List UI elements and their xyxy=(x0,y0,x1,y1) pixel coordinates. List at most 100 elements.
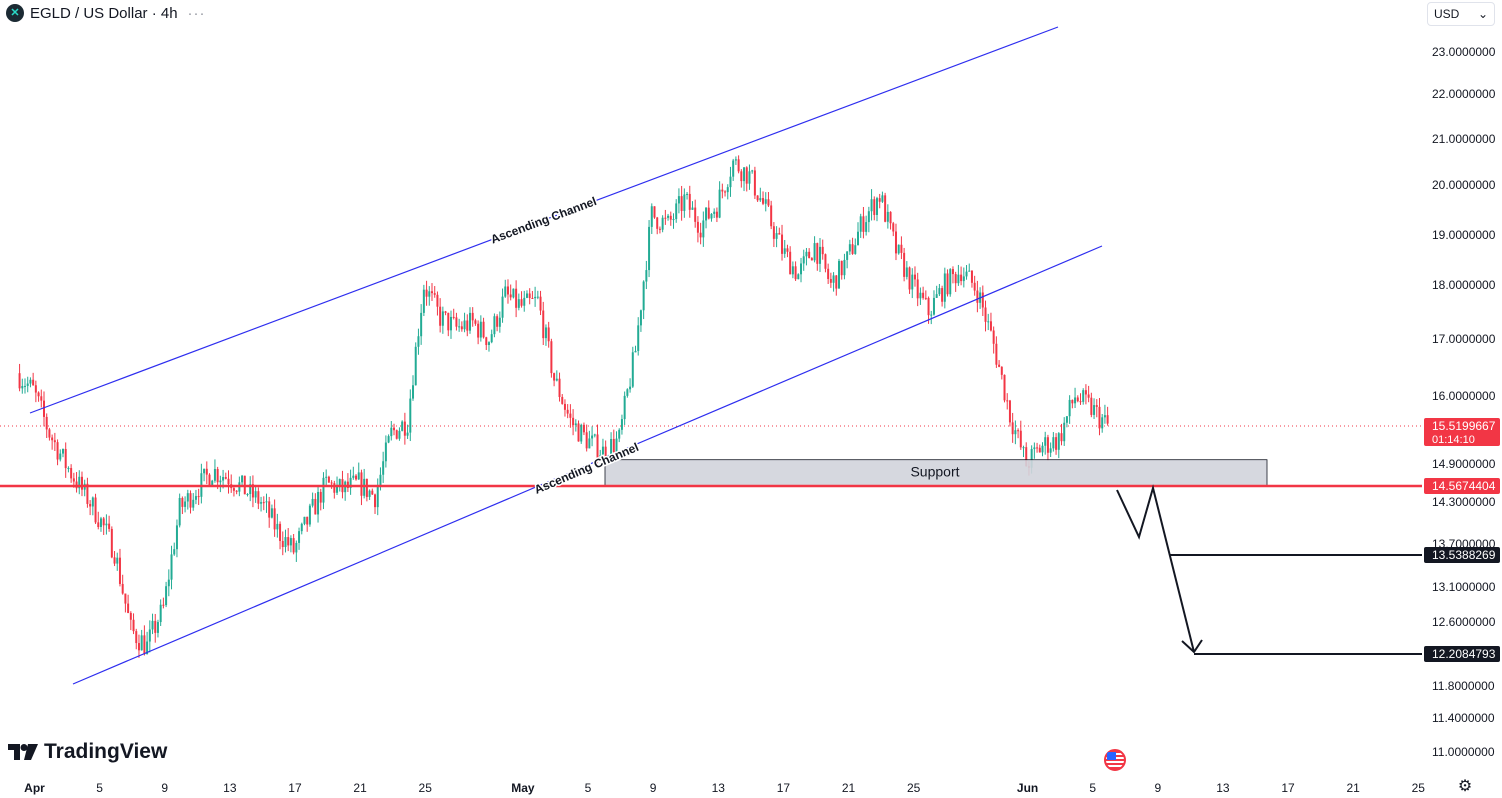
candle-body xyxy=(232,488,235,491)
candle-body xyxy=(615,438,618,453)
candle-body xyxy=(24,385,27,387)
candle-body xyxy=(859,216,862,232)
candle-body xyxy=(417,336,420,347)
candle-body xyxy=(110,528,113,558)
candle-body xyxy=(374,494,377,508)
candle-body xyxy=(412,385,415,399)
price-axis[interactable]: 23.0000000 22.0000000 21.0000000 20.0000000… xyxy=(1424,45,1500,759)
candle-body xyxy=(330,482,333,484)
time-axis[interactable]: Apr 5 9 13 17 21 25 May 5 9 13 17 21 25 Jun 5 9 13 17 21 25 xyxy=(24,781,1425,795)
lower-channel-line[interactable] xyxy=(72,245,1103,685)
candle-body xyxy=(311,498,314,506)
symbol-header[interactable]: ✕ EGLD / US Dollar · 4h ··· xyxy=(6,4,206,22)
candle-body xyxy=(732,160,735,177)
time-tick-label: 5 xyxy=(96,781,103,795)
candle-body xyxy=(365,478,368,497)
gear-icon[interactable]: ⚙ xyxy=(1457,778,1473,795)
candle-body xyxy=(620,419,623,430)
candle-body xyxy=(192,499,195,508)
candle-body xyxy=(262,502,265,504)
candle-body xyxy=(672,219,675,221)
support-price-label: 14.5674404 xyxy=(1432,479,1496,493)
last-price-label-countdown: 01:14:10 xyxy=(1432,434,1475,446)
candle-body xyxy=(900,244,903,253)
candle-body xyxy=(113,557,116,564)
target-1-price-label-bg xyxy=(1424,547,1500,563)
us-flag-icon[interactable] xyxy=(1104,749,1126,771)
candle-body xyxy=(447,312,450,331)
projection-path[interactable] xyxy=(1116,484,1195,653)
candle-body xyxy=(1076,397,1079,402)
candle-body xyxy=(669,215,672,220)
candle-body xyxy=(775,233,778,239)
time-tick-label: 13 xyxy=(223,781,237,795)
candle-body xyxy=(300,523,303,532)
candle-body xyxy=(623,395,626,420)
candle-body xyxy=(143,635,146,655)
candle-body xyxy=(1011,422,1014,435)
candle-body xyxy=(487,342,490,346)
candle-body xyxy=(420,312,423,337)
candle-body xyxy=(897,244,900,254)
candle-body xyxy=(1006,400,1009,402)
candle-body xyxy=(1068,399,1071,417)
candle-body xyxy=(479,321,482,338)
candle-body xyxy=(607,457,610,460)
candle-body xyxy=(72,478,75,482)
price-tick-label: 20.0000000 xyxy=(1432,178,1496,192)
candle-body xyxy=(325,476,328,478)
candle-body xyxy=(913,274,916,280)
target-2-price-label-bg xyxy=(1424,646,1500,662)
upper-channel-line[interactable] xyxy=(29,26,1059,414)
candle-body xyxy=(688,193,691,210)
tradingview-wordmark: TradingView xyxy=(44,740,168,763)
more-dots-icon[interactable]: ··· xyxy=(187,4,206,22)
candle-body xyxy=(816,243,819,264)
candle-body xyxy=(132,619,135,632)
candle-body xyxy=(42,400,45,417)
currency-selector[interactable]: USD ⌄ xyxy=(1427,2,1495,26)
candle-body xyxy=(175,525,178,550)
tradingview-logo: TradingView xyxy=(8,740,167,764)
candle-body xyxy=(1082,390,1085,402)
candle-body xyxy=(1098,406,1101,429)
candle-body xyxy=(878,198,881,202)
candle-body xyxy=(59,453,62,460)
time-tick-label: 21 xyxy=(842,781,856,795)
candle-body xyxy=(848,244,851,252)
candle-body xyxy=(460,326,463,330)
candle-body xyxy=(18,373,21,389)
candle-body xyxy=(572,417,575,426)
candle-body xyxy=(523,297,526,306)
time-tick-label: 25 xyxy=(419,781,433,795)
candle-body xyxy=(1044,437,1047,446)
candle-body xyxy=(786,248,789,252)
candle-body xyxy=(989,321,992,331)
candle-body xyxy=(64,448,67,469)
candle-body xyxy=(998,364,1001,367)
candle-body xyxy=(227,478,230,485)
candle-body xyxy=(387,436,390,443)
candle-body xyxy=(691,207,694,210)
candle-body xyxy=(520,299,523,306)
candle-body xyxy=(637,325,640,351)
candle-body xyxy=(211,480,214,486)
candle-body xyxy=(965,271,968,277)
candle-body xyxy=(927,297,930,316)
candle-body xyxy=(517,299,520,308)
candle-body xyxy=(398,430,401,439)
candle-body xyxy=(1106,415,1109,424)
candle-body xyxy=(585,432,588,449)
candle-body xyxy=(102,518,105,526)
candle-body xyxy=(840,260,843,276)
candle-body xyxy=(561,396,564,404)
candle-body xyxy=(943,273,946,302)
candle-body xyxy=(987,321,990,323)
candle-body xyxy=(851,244,854,254)
candle-body xyxy=(474,320,477,324)
candle-body xyxy=(935,294,938,298)
candle-body xyxy=(553,373,556,381)
upper-channel-label: Ascending Channel xyxy=(489,194,599,247)
candle-body xyxy=(512,288,515,298)
